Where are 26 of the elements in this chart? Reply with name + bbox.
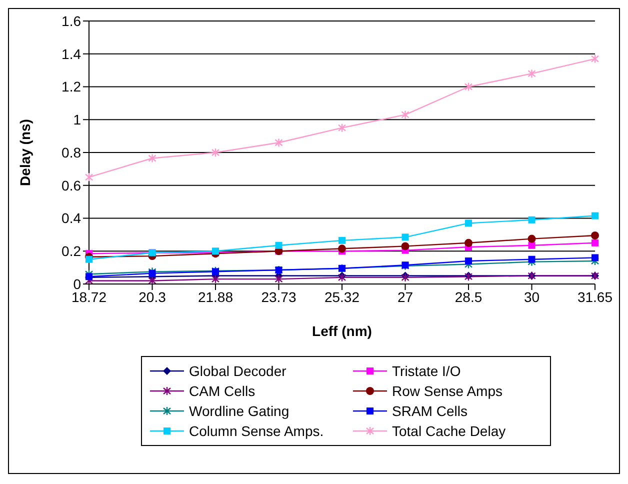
y-tick-label: 1.6	[62, 12, 82, 29]
x-tick-label: 27	[397, 288, 414, 305]
legend-label: Column Sense Amps.	[189, 423, 324, 439]
y-tick-label: 0.2	[62, 243, 82, 260]
x-tick-label: 25.32	[324, 288, 360, 305]
y-tick-label: 1	[73, 112, 82, 128]
y-axis-title: Delay (ns)	[16, 119, 33, 186]
legend-label: Global Decoder	[189, 363, 286, 379]
y-tick-label: 1.4	[62, 46, 82, 62]
x-tick-label: 23.73	[261, 288, 296, 305]
legend-label: Row Sense Amps	[392, 383, 502, 399]
y-tick-label: 0.8	[62, 144, 82, 160]
y-tick-label: 0.4	[62, 210, 82, 226]
legend-label: Tristate I/O	[392, 363, 461, 379]
x-tick-label: 28.5	[454, 288, 482, 305]
legend-label: Total Cache Delay	[392, 423, 506, 439]
x-tick-label: 20.3	[138, 288, 166, 305]
y-tick-label: 0.6	[62, 177, 82, 194]
x-axis-title: Leff (nm)	[312, 323, 372, 339]
y-tick-label: 1.2	[62, 78, 82, 95]
legend-label: Wordline Gating	[189, 403, 290, 419]
legend-label: CAM Cells	[189, 383, 256, 399]
x-tick-label: 31.65	[577, 288, 613, 305]
x-tick-label: 30	[524, 288, 540, 305]
legend-label: SRAM Cells	[392, 403, 468, 419]
x-tick-label: 21.88	[198, 288, 234, 305]
